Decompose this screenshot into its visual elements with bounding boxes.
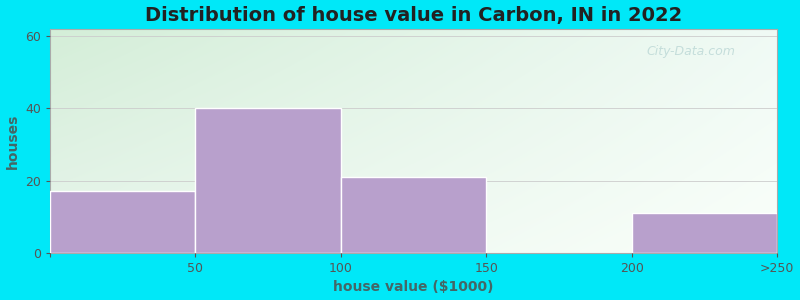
Bar xyxy=(50,191,195,253)
X-axis label: house value ($1000): house value ($1000) xyxy=(334,280,494,294)
Title: Distribution of house value in Carbon, IN in 2022: Distribution of house value in Carbon, I… xyxy=(145,6,682,25)
Bar xyxy=(195,108,341,253)
Bar xyxy=(341,177,486,253)
Text: City-Data.com: City-Data.com xyxy=(646,45,735,58)
Bar xyxy=(632,213,778,253)
Y-axis label: houses: houses xyxy=(6,113,19,169)
